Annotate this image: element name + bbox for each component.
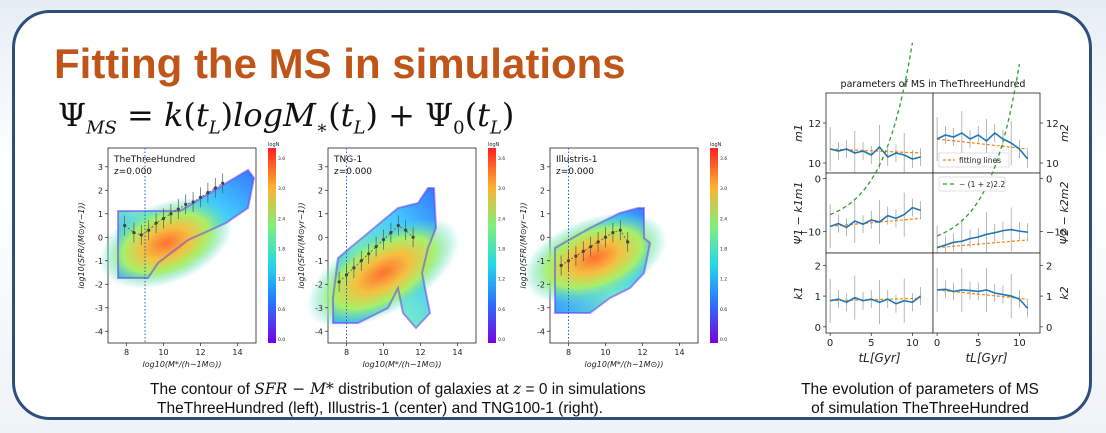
caption-right: The evolution of parameters of MS of sim… [801, 381, 1039, 417]
slide-title: Fitting the MS in simulations [54, 40, 626, 87]
ms-equation: ΨMS = k(tL)logM∗(tL) + Ψ0(tL) [58, 96, 515, 139]
caption-left: The contour of SFR − M* distribution of … [150, 380, 646, 417]
